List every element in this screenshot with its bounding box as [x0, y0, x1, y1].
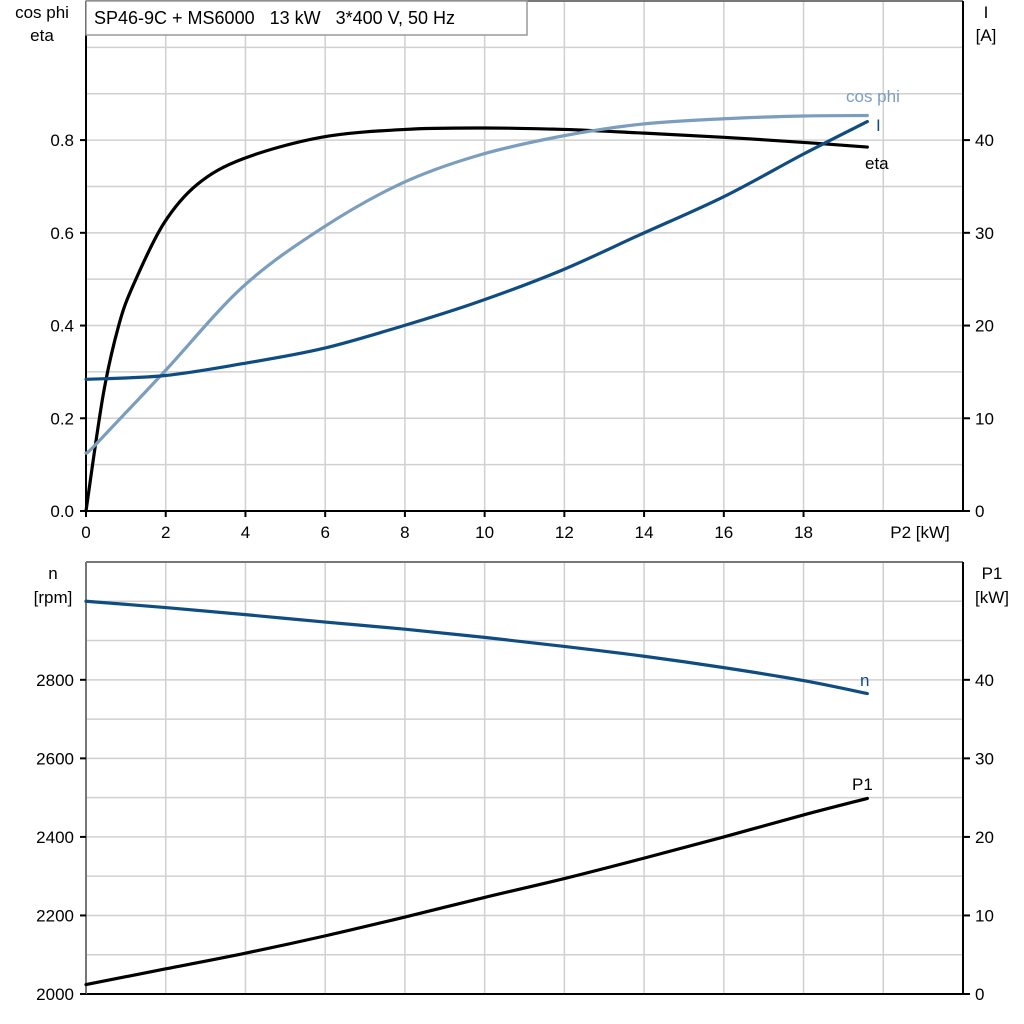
chart-title: SP46-9C + MS6000 13 kW 3*400 V, 50 Hz: [94, 8, 455, 28]
y-right-tick-label: 40: [975, 131, 994, 150]
series-line-n: [84, 599, 869, 696]
series-label-p1: P1: [852, 775, 873, 794]
x-tick-label: 2: [161, 523, 170, 542]
y-right-tick-label: 20: [975, 828, 994, 847]
series-label-cos-phi: cos phi: [846, 87, 900, 106]
y-right-tick-label: 10: [975, 906, 994, 925]
y-right-tick-label: 40: [975, 671, 994, 690]
y-left-tick-label: 0.8: [50, 131, 74, 150]
x-tick-label: 16: [714, 523, 733, 542]
y-left-tick-label: 0.0: [50, 502, 74, 521]
bottom-left-axis-label-1: n: [48, 564, 57, 583]
y-left-tick-label: 2600: [36, 749, 74, 768]
y-left-tick-label: 0.6: [50, 224, 74, 243]
series-label-n: n: [860, 671, 869, 690]
series-line-p1: [84, 796, 869, 987]
y-right-tick-label: 30: [975, 749, 994, 768]
x-tick-label: 12: [555, 523, 574, 542]
y-left-tick-label: 2400: [36, 828, 74, 847]
series-label-eta: eta: [865, 154, 889, 173]
top-grid: [85, 0, 964, 512]
y-right-tick-label: 10: [975, 409, 994, 428]
x-tick-label: 10: [475, 523, 494, 542]
y-left-tick-label: 2000: [36, 985, 74, 1004]
x-tick-label: 8: [400, 523, 409, 542]
y-right-tick-label: 20: [975, 317, 994, 336]
y-left-tick-label: 0.4: [50, 317, 74, 336]
x-tick-label: 0: [81, 523, 90, 542]
y-left-tick-label: 2200: [36, 906, 74, 925]
curves: [84, 113, 869, 987]
y-right-tick-label: 0: [975, 502, 984, 521]
bottom-left-axis-label-2: [rpm]: [34, 588, 73, 607]
series-label-i: I: [876, 116, 881, 135]
y-left-tick-label: 2800: [36, 671, 74, 690]
top-right-axis-label-2: [A]: [976, 26, 997, 45]
bottom-grid: [85, 561, 964, 995]
bottom-right-axis-label-2: [kW]: [975, 588, 1009, 607]
x-tick-label: 4: [241, 523, 250, 542]
y-left-tick-label: 0.2: [50, 409, 74, 428]
series-line-eta: [84, 126, 869, 513]
series-line-cos-phi: [84, 113, 869, 455]
x-tick-label: 6: [320, 523, 329, 542]
bottom-right-axis-label-1: P1: [982, 564, 1003, 583]
title-box: [85, 0, 528, 36]
y-right-tick-label: 30: [975, 224, 994, 243]
x-tick-label: 18: [794, 523, 813, 542]
tick-labels: 0.0 0.2 0.4 0.6 0.8 0 10 20 30 40 0 2 4 6 8 10 12 14 16 18 2…: [36, 131, 994, 1004]
series-line-i: [84, 119, 869, 381]
x-tick-label: 14: [635, 523, 654, 542]
top-right-axis-label-1: I: [984, 3, 989, 22]
top-left-axis-label-1: cos phi: [15, 3, 69, 22]
top-left-axis-label-2: eta: [30, 26, 54, 45]
y-right-tick-label: 0: [975, 985, 984, 1004]
x-axis-label: P2 [kW]: [890, 523, 950, 542]
